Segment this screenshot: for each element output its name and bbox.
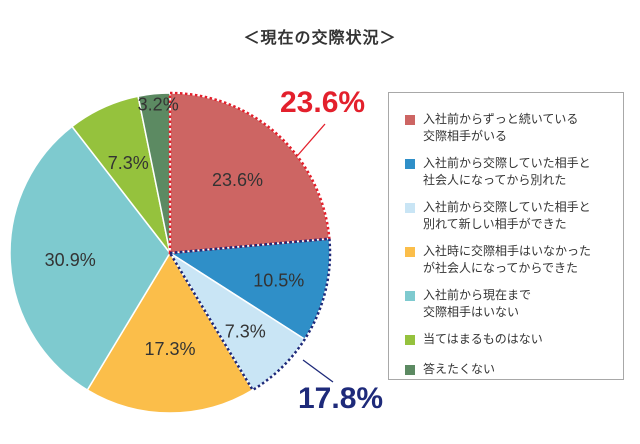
legend-swatch bbox=[405, 291, 415, 301]
chart-legend: 入社前からずっと続いている 交際相手がいる 入社前から交際していた相手と 社会人になっ… bbox=[388, 92, 624, 380]
slice-label: 17.3% bbox=[144, 339, 195, 359]
highlight-outline bbox=[168, 91, 331, 255]
slice-label: 7.3% bbox=[225, 321, 266, 341]
pie-slice bbox=[9, 125, 171, 392]
legend-swatch bbox=[405, 247, 415, 257]
slice-label: 7.3% bbox=[108, 153, 149, 173]
callout-label: 23.6% bbox=[280, 86, 365, 119]
legend-label: 当てはまるものはない bbox=[423, 332, 543, 346]
pie-slice bbox=[137, 92, 171, 254]
legend-swatch bbox=[405, 335, 415, 345]
callout-leader bbox=[297, 123, 326, 156]
legend-swatch bbox=[405, 203, 415, 213]
legend-label: 入社時に交際相手はいなかった が社会人になってからできた bbox=[423, 244, 592, 275]
slice-label: 30.9% bbox=[45, 250, 96, 270]
callout-leader bbox=[302, 359, 334, 383]
highlight-outline bbox=[167, 237, 332, 392]
legend-label: 入社前から現在まで 交際相手はいない bbox=[423, 288, 532, 319]
legend-label: 入社前からずっと続いている 交際相手がいる bbox=[423, 112, 579, 143]
legend-swatch bbox=[405, 159, 415, 169]
callout-label: 17.8% bbox=[298, 382, 383, 415]
legend-swatch bbox=[405, 115, 415, 125]
legend-swatch bbox=[405, 365, 415, 375]
legend-label: 入社前から交際していた相手と 社会人になってから別れた bbox=[423, 156, 591, 187]
chart-title: ＜現在の交際状況＞ bbox=[243, 28, 397, 47]
pie-slice bbox=[86, 251, 254, 414]
slice-label: 3.2% bbox=[138, 95, 179, 115]
legend-label: 入社前から交際していた相手と 別れて新しい相手ができた bbox=[423, 200, 591, 231]
slice-label: 23.6% bbox=[212, 170, 263, 190]
legend-label: 答えたくない bbox=[423, 362, 496, 376]
slice-label: 10.5% bbox=[253, 271, 304, 291]
